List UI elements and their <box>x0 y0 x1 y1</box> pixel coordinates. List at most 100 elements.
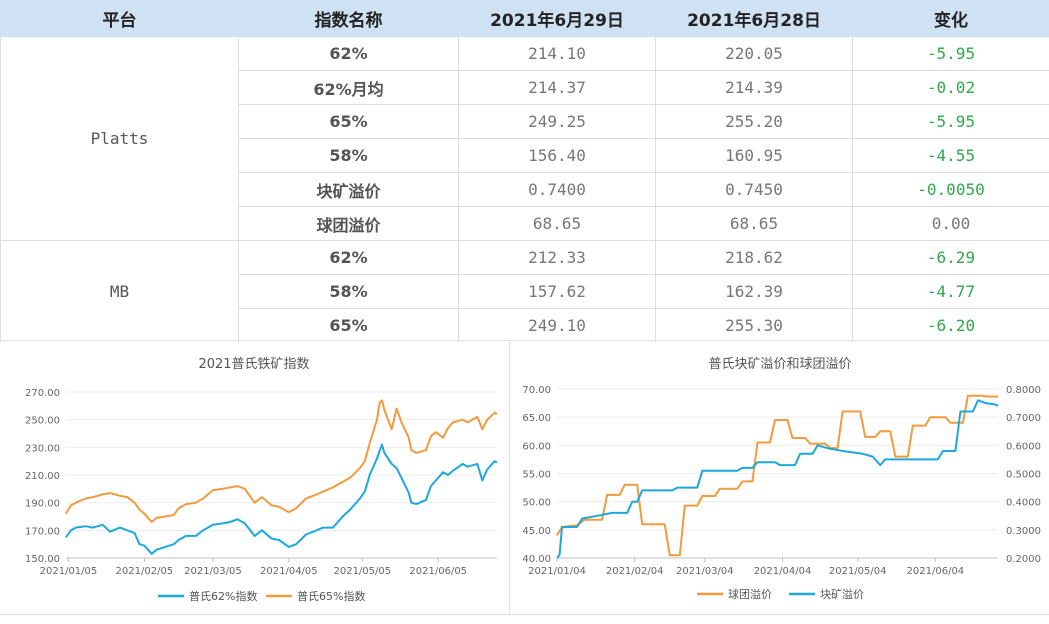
y-tick-label: 40.00 <box>522 554 551 565</box>
y2-tick-label: 0.3000 <box>1006 526 1041 537</box>
table-row: 58% 156.40 160.95 -4.55 <box>1 138 1049 173</box>
value-date-2-cell: 214.39 <box>655 70 853 105</box>
x-tick-label: 2021/05/04 <box>829 566 887 577</box>
y-tick-label: 190.00 <box>25 499 60 510</box>
change-cell: -4.77 <box>852 274 1049 309</box>
y-tick-label: 55.00 <box>522 470 551 481</box>
change-cell: -5.95 <box>852 104 1049 139</box>
y-tick-label: 250.00 <box>25 416 60 427</box>
value-date-2-cell: 160.95 <box>655 138 853 173</box>
x-tick-label: 2021/04/05 <box>260 566 318 577</box>
change-cell: -6.20 <box>852 308 1049 343</box>
change-cell: -6.29 <box>852 240 1049 275</box>
table-body: Platts 62% 214.10 220.05 -5.95 62%月均 214.37 214… <box>0 36 1049 343</box>
table-row: 62%月均 214.37 214.39 -0.02 <box>1 70 1049 105</box>
value-date-2-cell: 220.05 <box>655 36 853 71</box>
y-tick-label: 60.00 <box>522 441 551 452</box>
table-row: 58% 157.62 162.39 -4.77 <box>1 274 1049 309</box>
value-date-1-cell: 156.40 <box>458 138 656 173</box>
index-name-cell: 块矿溢价 <box>238 172 459 207</box>
series-line <box>65 443 498 555</box>
y-tick-label: 230.00 <box>25 443 60 454</box>
y2-tick-label: 0.8000 <box>1006 385 1041 396</box>
y-tick-label: 270.00 <box>25 388 60 399</box>
y-tick-label: 50.00 <box>522 498 551 509</box>
table-row: MB 62% 212.33 218.62 -6.29 <box>0 240 1049 343</box>
x-tick-label: 2021/03/05 <box>184 566 242 577</box>
index-name-cell: 62% <box>238 36 459 71</box>
chart-title: 2021普氏铁矿指数 <box>198 357 309 372</box>
x-tick-label: 2021/06/04 <box>907 566 965 577</box>
y-tick-label: 45.00 <box>522 526 551 537</box>
change-cell: 0.00 <box>852 206 1049 241</box>
value-date-1-cell: 0.7400 <box>458 172 656 207</box>
value-date-1-cell: 68.65 <box>458 206 656 241</box>
series-line <box>65 399 498 523</box>
x-tick-label: 2021/02/05 <box>116 566 174 577</box>
value-date-2-cell: 218.62 <box>655 240 853 275</box>
change-cell: -0.02 <box>852 70 1049 105</box>
change-cell: -5.95 <box>852 36 1049 71</box>
index-name-cell: 62%月均 <box>238 70 459 105</box>
table-row: 65% 249.25 255.20 -5.95 <box>1 104 1049 139</box>
change-cell: -4.55 <box>852 138 1049 173</box>
series-line <box>556 399 999 559</box>
legend-label: 块矿溢价 <box>820 587 864 601</box>
index-name-cell: 58% <box>238 274 459 309</box>
x-tick-label: 2021/03/04 <box>676 566 734 577</box>
premium-chart-svg: 普氏块矿溢价和球团溢价 40.00 45.00 50.00 55.00 60.00 65.… <box>522 357 1041 601</box>
value-date-2-cell: 162.39 <box>655 274 853 309</box>
change-cell: -0.0050 <box>852 172 1049 207</box>
header-date-2: 2021年6月28日 <box>655 0 853 37</box>
y2-tick-label: 0.7000 <box>1006 413 1041 424</box>
x-tick-label: 2021/04/04 <box>754 566 812 577</box>
header-platform: 平台 <box>0 0 239 37</box>
x-tick-label: 2021/01/04 <box>528 566 586 577</box>
y2-tick-label: 0.6000 <box>1006 441 1041 452</box>
table-row: 球团溢价 68.65 68.65 0.00 <box>1 206 1049 241</box>
index-name-cell: 58% <box>238 138 459 173</box>
value-date-1-cell: 249.10 <box>458 308 656 343</box>
value-date-1-cell: 157.62 <box>458 274 656 309</box>
iron-ore-index-chart: 2021普氏铁矿指数 150.00 170.00 190.00 210.00 230.0… <box>0 342 508 614</box>
y2-tick-label: 0.5000 <box>1006 470 1041 481</box>
value-date-2-cell: 255.20 <box>655 104 853 139</box>
divider <box>0 614 1049 615</box>
table-header-row: 平台 指数名称 2021年6月29日 2021年6月28日 变化 <box>0 0 1049 37</box>
price-table: 平台 指数名称 2021年6月29日 2021年6月28日 变化 Platts 6… <box>0 0 1049 343</box>
value-date-1-cell: 214.10 <box>458 36 656 71</box>
table-row: 65% 249.10 255.30 -6.20 <box>1 308 1049 343</box>
header-index-name: 指数名称 <box>238 0 459 37</box>
y-tick-label: 170.00 <box>25 526 60 537</box>
divider <box>0 340 1049 341</box>
table-row: Platts 62% 214.10 220.05 -5.95 <box>0 36 1049 241</box>
y-tick-label: 70.00 <box>522 385 551 396</box>
index-name-cell: 球团溢价 <box>238 206 459 241</box>
header-date-1: 2021年6月29日 <box>458 0 656 37</box>
y2-tick-label: 0.4000 <box>1006 498 1041 509</box>
divider <box>509 342 510 614</box>
index-name-cell: 62% <box>238 240 459 275</box>
x-tick-label: 2021/01/05 <box>40 566 98 577</box>
value-date-1-cell: 249.25 <box>458 104 656 139</box>
legend-label: 普氏62%指数 <box>189 589 257 603</box>
y-tick-label: 65.00 <box>522 413 551 424</box>
x-tick-label: 2021/06/05 <box>409 566 467 577</box>
value-date-2-cell: 68.65 <box>655 206 853 241</box>
x-tick-label: 2021/05/05 <box>333 566 391 577</box>
x-tick-label: 2021/02/04 <box>606 566 664 577</box>
y-tick-label: 150.00 <box>25 554 60 565</box>
value-date-1-cell: 212.33 <box>458 240 656 275</box>
legend-label: 普氏65%指数 <box>297 589 365 603</box>
index-name-cell: 65% <box>238 104 459 139</box>
y-tick-label: 210.00 <box>25 471 60 482</box>
iron-ore-index-chart-svg: 2021普氏铁矿指数 150.00 170.00 190.00 210.00 230.0… <box>25 357 498 603</box>
value-date-2-cell: 255.30 <box>655 308 853 343</box>
header-change: 变化 <box>852 0 1049 37</box>
value-date-2-cell: 0.7450 <box>655 172 853 207</box>
index-name-cell: 65% <box>238 308 459 343</box>
platform-cell: Platts <box>0 36 239 241</box>
y2-tick-label: 0.2000 <box>1006 554 1041 565</box>
series-line <box>556 394 998 557</box>
table-row: 块矿溢价 0.7400 0.7450 -0.0050 <box>1 172 1049 207</box>
